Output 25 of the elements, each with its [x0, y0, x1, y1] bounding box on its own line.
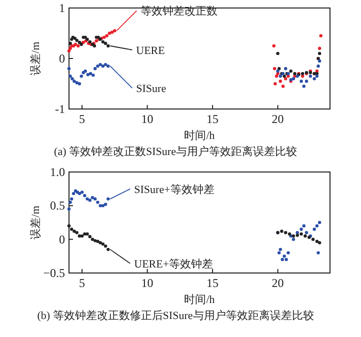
x-axis-title: 时间/h: [184, 129, 216, 142]
y-tick-label: 0: [59, 232, 65, 246]
x-tick-label: 20: [272, 112, 284, 126]
text: UERE+等效钟差: [134, 258, 214, 270]
x-tick-label: 10: [141, 112, 154, 126]
text: (b) 等效钟差改正数修正后SISure与用户等效距离误差比较: [37, 309, 314, 322]
legend-label: UERE: [136, 44, 166, 57]
x-tick-label: 20: [272, 276, 284, 290]
y-tick-label: 1: [59, 1, 65, 15]
text: SISure: [136, 83, 166, 96]
y-tick-label: 0.5: [50, 198, 65, 213]
x-tick-label: 15: [206, 112, 219, 126]
x-tick-label: 5: [79, 276, 86, 290]
y-axis-title: 误差/m: [30, 205, 42, 240]
x-tick-label: 15: [206, 276, 219, 290]
text: (a) 等效钟差改正数SISure与用户等效距离误差比较: [54, 145, 297, 158]
x-axis-title: 时间/h: [184, 293, 216, 306]
y-tick-label: −0.5: [43, 266, 65, 280]
y-tick-label: 0: [59, 52, 65, 66]
y-tick-label: 1.0: [50, 165, 65, 179]
legend-label: SISure+等效钟差: [134, 184, 214, 196]
x-tick-label: 5: [79, 112, 86, 126]
x-tick-label: 10: [141, 276, 154, 290]
y-axis-title: 误差/m: [30, 41, 42, 76]
y-tick-label: -1: [55, 102, 65, 116]
